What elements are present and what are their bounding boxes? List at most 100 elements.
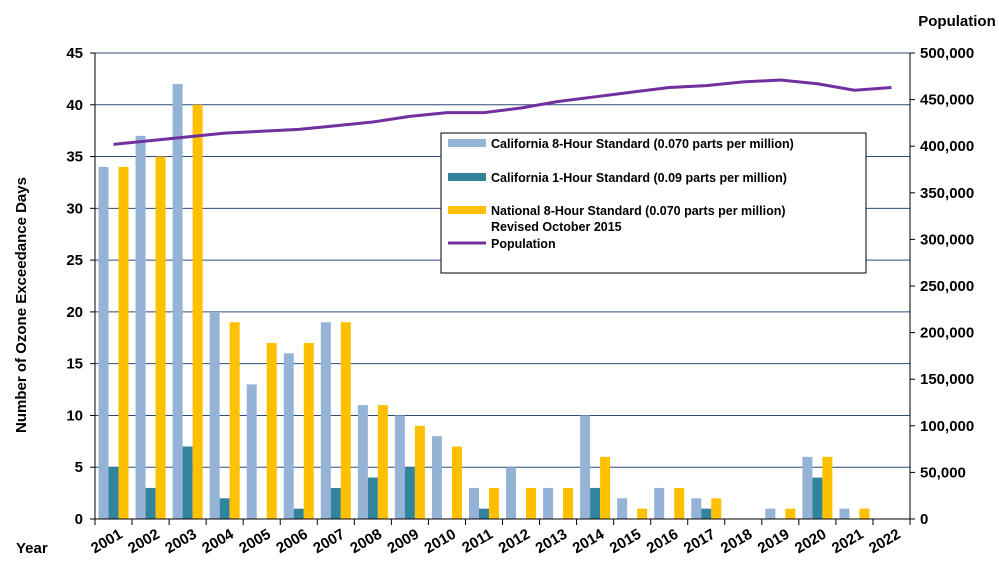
y-tick-label: 20 xyxy=(66,304,83,321)
x-tick-label: 2019 xyxy=(755,526,792,557)
bar xyxy=(340,322,351,519)
bar xyxy=(246,384,257,519)
y-tick-label: 35 xyxy=(66,149,83,166)
legend-swatch-ca1 xyxy=(448,173,486,181)
bar xyxy=(478,508,489,519)
bar xyxy=(155,156,166,520)
y2-tick-label: 300,000 xyxy=(920,231,974,248)
x-tick-label: 2005 xyxy=(236,526,273,557)
bar xyxy=(98,166,109,519)
bar xyxy=(266,342,277,519)
y-axis-title: Number of Ozone Exceedance Days xyxy=(13,177,30,433)
y-tick-label: 45 xyxy=(66,45,83,62)
bar xyxy=(431,436,442,519)
x-tick-label: 2013 xyxy=(533,526,570,557)
bar xyxy=(404,467,415,519)
legend-label-population: Population xyxy=(491,237,556,251)
y-tick-label: 30 xyxy=(66,200,83,217)
legend-label-nat8: National 8-Hour Standard (0.070 parts pe… xyxy=(491,204,786,218)
x-tick-label: 2022 xyxy=(866,526,903,557)
bar xyxy=(118,166,129,519)
legend-label-ca8: California 8-Hour Standard (0.070 parts … xyxy=(491,137,794,151)
bar xyxy=(711,498,722,519)
y2-tick-label: 0 xyxy=(920,511,928,528)
x-tick-label: 2009 xyxy=(384,526,421,557)
y2-tick-label: 50,000 xyxy=(920,464,966,481)
bar xyxy=(617,498,628,519)
legend-box xyxy=(440,132,867,274)
y-tick-label: 40 xyxy=(66,97,83,114)
bar xyxy=(600,456,611,519)
bar xyxy=(506,467,517,519)
bar xyxy=(293,508,304,519)
bar xyxy=(859,508,870,519)
y-tick-label: 25 xyxy=(66,252,83,269)
bar xyxy=(590,487,601,519)
bar xyxy=(108,467,119,519)
x-tick-label: 2010 xyxy=(422,526,459,557)
bar xyxy=(580,415,591,519)
bar xyxy=(637,508,648,519)
bar xyxy=(822,456,833,519)
bar xyxy=(283,353,294,519)
bar xyxy=(135,135,146,519)
x-tick-label: 2016 xyxy=(644,526,681,557)
y2-tick-label: 100,000 xyxy=(920,418,974,435)
x-tick-label: 2018 xyxy=(718,526,755,557)
bars xyxy=(98,84,870,520)
x-tick-label: 2021 xyxy=(829,526,866,557)
bar xyxy=(303,342,314,519)
bar xyxy=(488,487,499,519)
y2-axis-title: Population xyxy=(918,13,996,30)
bar xyxy=(691,498,702,519)
bar xyxy=(377,405,388,519)
legend-label-ca1: California 1-Hour Standard (0.09 parts p… xyxy=(491,171,787,185)
bar xyxy=(219,498,230,519)
population-line xyxy=(113,78,892,146)
bar xyxy=(414,425,425,519)
x-tick-label: 2020 xyxy=(792,526,829,557)
x-tick-label: 2003 xyxy=(162,526,199,557)
bar xyxy=(701,508,712,519)
x-tick-label: 2014 xyxy=(570,525,608,557)
bar xyxy=(765,508,776,519)
bar xyxy=(192,104,203,520)
bar xyxy=(182,446,193,519)
x-tick-label: 2004 xyxy=(199,525,237,557)
y-tick-label: 10 xyxy=(66,407,83,424)
y-tick-label: 15 xyxy=(66,356,83,373)
y-tick-label: 5 xyxy=(75,459,83,476)
bar xyxy=(563,487,574,519)
bar xyxy=(543,487,554,519)
legend: California 8-Hour Standard (0.070 parts … xyxy=(440,132,867,274)
x-tick-label: 2015 xyxy=(607,526,644,557)
x-axis-ticks: 2001 2002 2003 2004 2005 2006 2007 2008 2009 2010… xyxy=(88,519,911,557)
bar xyxy=(468,487,479,519)
bar xyxy=(229,322,240,519)
x-tick-label: 2011 xyxy=(459,526,496,557)
bar xyxy=(209,311,220,519)
bar xyxy=(802,456,813,519)
bar xyxy=(654,487,665,519)
x-axis-title: Year xyxy=(16,540,48,557)
y-tick-label: 0 xyxy=(75,511,83,528)
left-axis-ticks: 0 5 10 15 20 25 30 35 40 45 xyxy=(66,45,95,528)
bar xyxy=(367,477,378,519)
y2-tick-label: 350,000 xyxy=(920,185,974,202)
bar xyxy=(394,415,405,519)
legend-swatch-nat8 xyxy=(448,206,486,214)
y2-tick-label: 200,000 xyxy=(920,325,974,342)
x-tick-label: 2001 xyxy=(88,526,125,557)
x-tick-label: 2006 xyxy=(273,526,310,557)
bar xyxy=(839,508,850,519)
x-tick-label: 2017 xyxy=(681,526,718,557)
bar xyxy=(526,487,537,519)
x-tick-label: 2012 xyxy=(496,526,533,557)
bar xyxy=(674,487,685,519)
y2-tick-label: 450,000 xyxy=(920,92,974,109)
bar xyxy=(330,487,341,519)
x-tick-label: 2008 xyxy=(347,526,384,557)
bar xyxy=(320,322,331,519)
y2-tick-label: 150,000 xyxy=(920,371,974,388)
bar xyxy=(172,84,183,520)
